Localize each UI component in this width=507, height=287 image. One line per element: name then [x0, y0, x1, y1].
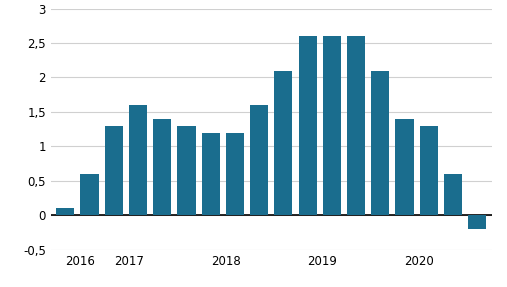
Bar — [347, 36, 365, 215]
Bar — [323, 36, 341, 215]
Bar — [202, 133, 220, 215]
Bar — [177, 126, 196, 215]
Bar — [395, 119, 414, 215]
Bar — [371, 71, 389, 215]
Bar — [250, 105, 268, 215]
Bar — [420, 126, 438, 215]
Bar — [226, 133, 244, 215]
Bar — [468, 215, 486, 229]
Bar — [129, 105, 147, 215]
Bar — [444, 174, 462, 215]
Bar — [104, 126, 123, 215]
Bar — [274, 71, 293, 215]
Bar — [299, 36, 317, 215]
Bar — [56, 208, 75, 215]
Bar — [81, 174, 98, 215]
Bar — [153, 119, 171, 215]
